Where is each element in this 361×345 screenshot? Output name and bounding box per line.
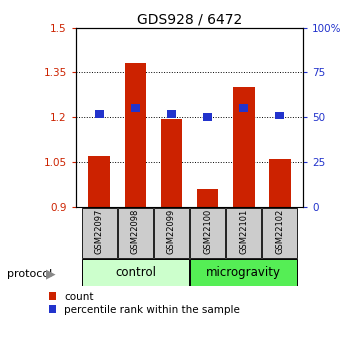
FancyBboxPatch shape bbox=[226, 207, 261, 258]
FancyBboxPatch shape bbox=[262, 207, 297, 258]
Bar bbox=[269, 159, 291, 207]
FancyBboxPatch shape bbox=[167, 110, 176, 118]
Legend: count, percentile rank within the sample: count, percentile rank within the sample bbox=[48, 292, 240, 315]
Text: GSM22101: GSM22101 bbox=[239, 209, 248, 254]
Text: protocol: protocol bbox=[7, 269, 52, 279]
FancyBboxPatch shape bbox=[275, 112, 284, 119]
Text: control: control bbox=[115, 266, 156, 279]
Text: GSM22102: GSM22102 bbox=[275, 209, 284, 254]
Text: GSM22100: GSM22100 bbox=[203, 209, 212, 254]
Text: GSM22099: GSM22099 bbox=[167, 209, 176, 254]
FancyBboxPatch shape bbox=[203, 114, 212, 121]
FancyBboxPatch shape bbox=[95, 110, 104, 118]
FancyBboxPatch shape bbox=[154, 207, 189, 258]
Text: GSM22097: GSM22097 bbox=[95, 209, 104, 255]
FancyBboxPatch shape bbox=[82, 259, 189, 286]
FancyBboxPatch shape bbox=[131, 105, 140, 112]
FancyBboxPatch shape bbox=[239, 105, 248, 112]
Title: GDS928 / 6472: GDS928 / 6472 bbox=[137, 12, 242, 27]
FancyBboxPatch shape bbox=[118, 207, 153, 258]
Text: microgravity: microgravity bbox=[206, 266, 281, 279]
Text: GSM22098: GSM22098 bbox=[131, 209, 140, 255]
Bar bbox=[125, 63, 146, 207]
FancyBboxPatch shape bbox=[82, 207, 117, 258]
FancyBboxPatch shape bbox=[190, 259, 297, 286]
Bar bbox=[197, 189, 218, 207]
Text: ▶: ▶ bbox=[46, 268, 56, 281]
FancyBboxPatch shape bbox=[190, 207, 225, 258]
Bar bbox=[88, 156, 110, 207]
Bar bbox=[233, 87, 255, 207]
Bar bbox=[161, 119, 182, 207]
